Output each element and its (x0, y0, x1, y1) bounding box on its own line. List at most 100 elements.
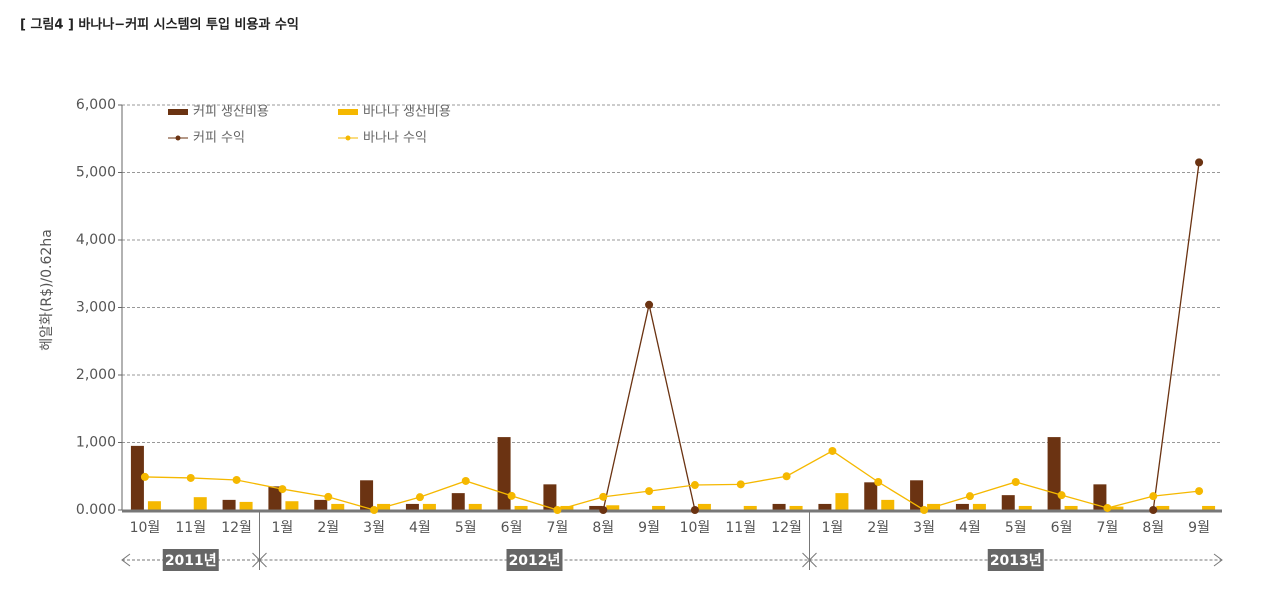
bar (422, 503, 436, 510)
bar (1202, 505, 1216, 510)
point (553, 506, 562, 514)
legend-swatch (338, 109, 358, 115)
point (140, 472, 149, 481)
point (232, 475, 241, 484)
bar (360, 480, 374, 510)
legend-label: 바나나 생산비용 (363, 105, 451, 120)
x-tick-label: 3월 (363, 520, 385, 536)
point (461, 476, 470, 485)
point (782, 472, 791, 481)
bar (1064, 505, 1078, 510)
point (186, 473, 195, 482)
bar (606, 505, 620, 510)
year-cross (252, 552, 267, 568)
bar (1156, 505, 1170, 510)
bar (147, 501, 161, 510)
point (690, 481, 699, 490)
y-tick-label: 4,000 (76, 232, 116, 248)
y-tick-label: 3,000 (76, 300, 116, 316)
bar (910, 480, 924, 510)
x-tick-label: 6월 (501, 520, 523, 536)
point (1195, 158, 1204, 167)
bar (972, 503, 986, 510)
bar (222, 499, 236, 510)
x-tick-label: 1월 (822, 520, 844, 536)
x-tick-label: 10월 (680, 520, 711, 536)
bar (1110, 506, 1124, 510)
point (874, 477, 883, 486)
y-tick-label: 0.000 (76, 502, 116, 518)
year-box (162, 549, 219, 571)
bar (239, 501, 253, 510)
x-tick-label: 11월 (175, 520, 206, 536)
x-tick-label: 5월 (1005, 520, 1027, 536)
point (1011, 477, 1020, 486)
legend-swatch (168, 109, 188, 115)
y-tick-label: 6,000 (76, 97, 116, 113)
x-tick-label: 12월 (221, 520, 252, 536)
x-tick-label: 4월 (959, 520, 981, 536)
point (415, 493, 424, 502)
point (736, 480, 745, 489)
line (144, 450, 1200, 511)
bar (1018, 505, 1032, 510)
x-tick-label: 1월 (272, 520, 294, 536)
point (1149, 506, 1158, 514)
point (645, 487, 654, 496)
year-label: 2011년 (165, 553, 217, 569)
year-label: 2012년 (509, 553, 561, 569)
y-tick-label: 2,000 (76, 367, 116, 383)
point (690, 506, 699, 514)
bar (331, 503, 345, 510)
point (1057, 491, 1066, 500)
bar (497, 437, 511, 510)
point (1195, 487, 1204, 496)
bar (789, 505, 803, 510)
x-tick-label: 8월 (592, 520, 614, 536)
x-tick-label: 12월 (771, 520, 802, 536)
x-tick-label: 9월 (638, 520, 660, 536)
x-tick-label: 2월 (867, 520, 889, 536)
y-tick-label: 1,000 (76, 435, 116, 451)
point (965, 492, 974, 501)
year-box (987, 549, 1044, 571)
legend-swatch (175, 135, 181, 141)
x-tick-label: 4월 (409, 520, 431, 536)
bar (1047, 437, 1061, 510)
point (599, 506, 608, 514)
legend-label: 커피 생산비용 (193, 105, 269, 120)
year-cross (802, 552, 817, 568)
bar (818, 503, 832, 510)
point (1103, 503, 1112, 512)
point (507, 491, 516, 500)
bar (543, 484, 557, 510)
x-tick-label: 9월 (1188, 520, 1210, 536)
bar (835, 493, 849, 510)
point (828, 446, 837, 455)
x-tick-label: 6월 (1051, 520, 1073, 536)
year-label: 2013년 (990, 553, 1042, 569)
year-box (506, 549, 563, 571)
bar (1093, 484, 1107, 510)
x-tick-label: 10월 (130, 520, 161, 536)
y-axis-label: 헤알화(R$)/0.62ha (39, 229, 55, 351)
bar (697, 503, 711, 510)
bar (955, 503, 969, 510)
bar (130, 445, 144, 510)
x-tick-label: 3월 (913, 520, 935, 536)
bar (772, 503, 786, 510)
legend-label: 커피 수익 (193, 131, 245, 146)
bar (405, 503, 419, 510)
bar (193, 497, 207, 510)
bar (560, 505, 574, 510)
chart-title: [ 그림4 ] 바나나−커피 시스템의 투입 비용과 수익 (20, 17, 299, 33)
bar (589, 505, 603, 510)
point (920, 506, 929, 514)
bar (864, 482, 878, 510)
bar (314, 499, 328, 510)
x-tick-label: 2월 (317, 520, 339, 536)
legend-label: 바나나 수익 (363, 131, 427, 146)
point (278, 485, 287, 494)
bar (514, 505, 528, 510)
